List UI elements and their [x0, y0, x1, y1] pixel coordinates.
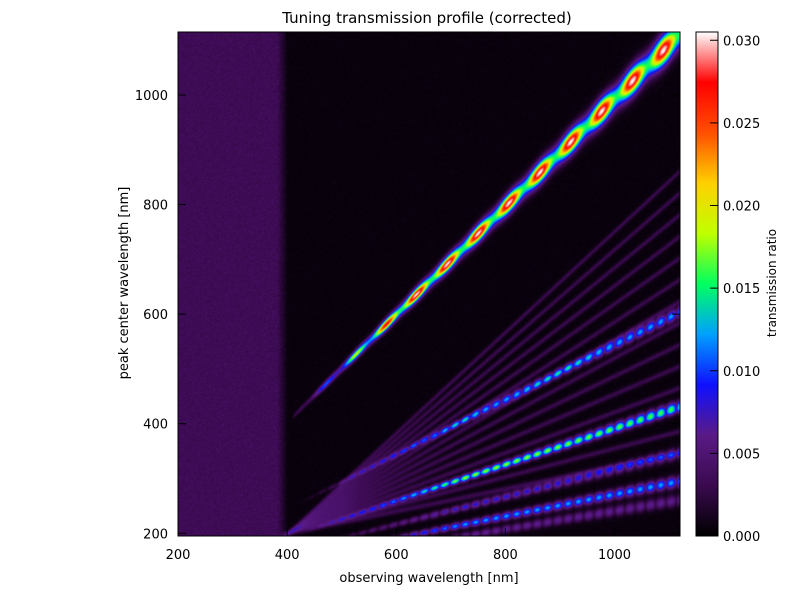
- colorbar: 0.000 0.005 0.010 0.015 0.020 0.025 0.030 tran…: [695, 31, 779, 545]
- colorbar-scale: [695, 31, 719, 537]
- y-axis-label: peak center wavelength [nm]: [117, 187, 132, 380]
- colorbar-label: transmission ratio: [765, 229, 779, 337]
- heatmap-image: [178, 32, 680, 536]
- y-tick-label: 600: [143, 308, 168, 323]
- plot-area: [177, 31, 681, 537]
- y-tick-label: 200: [143, 527, 168, 542]
- plot-frame: [177, 31, 681, 537]
- chart-title: Tuning transmission profile (corrected): [281, 9, 572, 27]
- colorbar-tick-label: 0.000: [723, 530, 760, 545]
- colorbar-ticks: 0.000 0.005 0.010 0.015 0.020 0.025 0.030: [710, 34, 760, 545]
- colorbar-tick-label: 0.005: [723, 447, 760, 462]
- x-tick-label: 800: [493, 548, 518, 563]
- y-axis: 200 400 600 800 1000: [135, 89, 680, 542]
- y-tick-label: 400: [143, 418, 168, 433]
- x-axis: 200 400 600 800 1000: [166, 32, 631, 563]
- colorbar-tick-label: 0.025: [723, 117, 760, 132]
- x-tick-label: 400: [275, 548, 300, 563]
- y-tick-label: 1000: [135, 89, 168, 104]
- colorbar-tick-label: 0.015: [723, 282, 760, 297]
- colorbar-tick-label: 0.030: [723, 34, 760, 49]
- x-tick-label: 600: [384, 548, 409, 563]
- x-tick-label: 1000: [598, 548, 631, 563]
- colorbar-tick-label: 0.020: [723, 200, 760, 215]
- x-tick-label: 200: [166, 548, 191, 563]
- y-tick-label: 800: [143, 199, 168, 214]
- x-axis-label: observing wavelength [nm]: [339, 571, 518, 586]
- colorbar-tick-label: 0.010: [723, 365, 760, 380]
